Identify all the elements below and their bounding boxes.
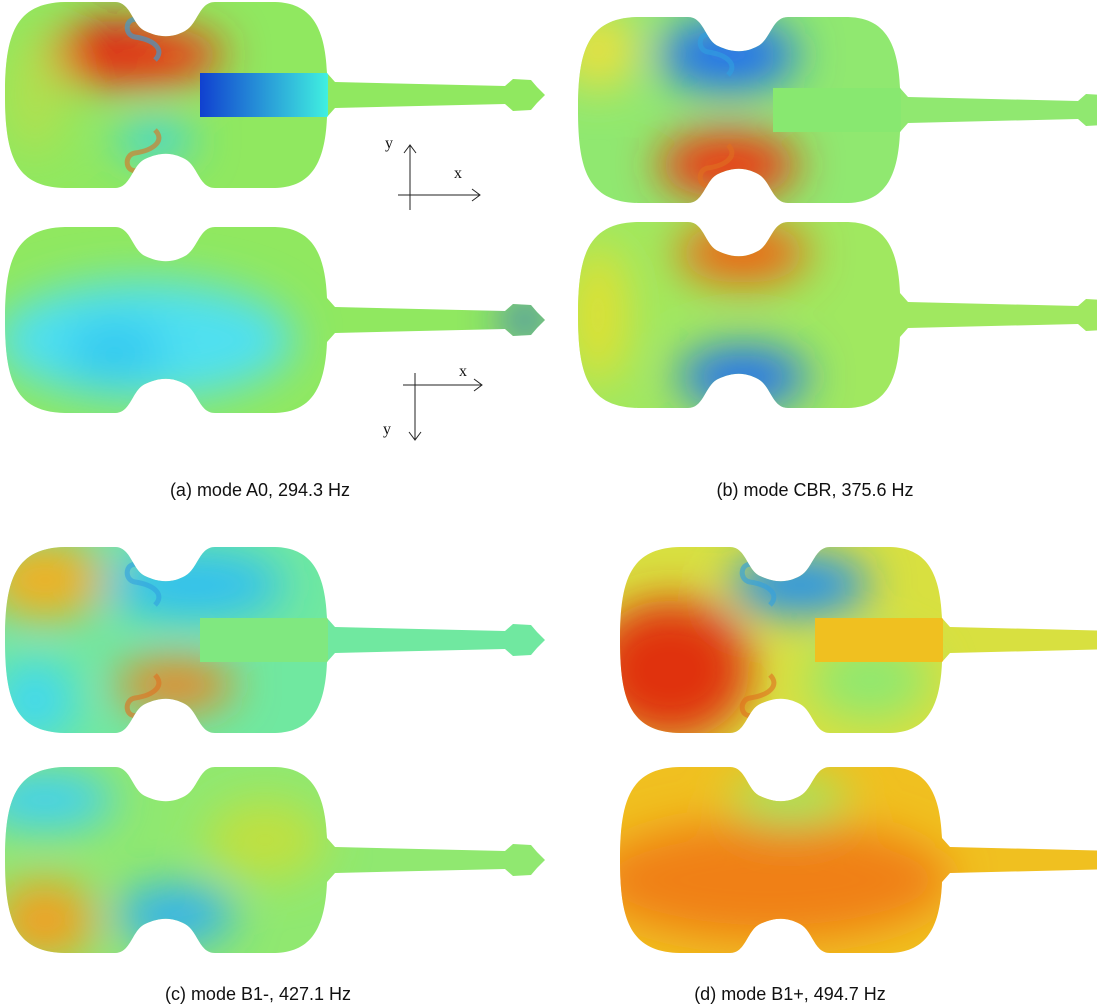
axis-label: x [454,165,462,182]
field-blob [730,775,850,825]
fingerboard [773,88,901,132]
caption: (a) mode A0, 294.3 Hz [170,480,350,500]
field-blob [205,800,325,880]
field-blob [5,35,65,155]
field [568,215,1097,415]
mode-shape [558,10,1097,210]
mode-shape [590,760,1097,960]
field-blob [658,133,798,197]
field-blob [730,555,870,615]
mode-shape [0,220,555,420]
caption: (d) mode B1+, 494.7 Hz [694,984,886,1004]
field-blob [678,223,808,283]
field-blob [590,600,750,740]
fingerboard [200,73,328,117]
axis-indicator: x y [383,363,482,440]
fingerboard [200,618,328,662]
field-blob [65,320,165,380]
field-blob [115,122,195,158]
axis-label: x [459,363,467,380]
field-blob [590,820,950,940]
page: {"panels": [ {"caption": "(a) mode A0, 2… [0,0,1097,1008]
caption: (c) mode B1-, 427.1 Hz [165,984,351,1004]
field-blob [105,550,285,620]
mode-shape [0,540,555,740]
field-blob [115,660,235,710]
field-blob [558,10,638,90]
axis-label: y [385,135,393,152]
caption: (b) mode CBR, 375.6 Hz [716,480,913,500]
field-blob [505,300,545,340]
axis-label: y [383,421,391,438]
mode-shape [0,0,555,195]
figure: y x x y (a) mode A0, 294.3 Hz (b) mode C… [0,0,1097,1008]
fingerboard [815,618,943,662]
field-blob [678,347,808,407]
axis-indicator: y x [385,135,480,210]
mode-shape [568,215,1097,415]
field-blob [568,245,628,385]
mode-shape [0,760,555,960]
field-blob [658,20,798,90]
mode-shape [590,540,1097,740]
field-blob [115,885,235,945]
